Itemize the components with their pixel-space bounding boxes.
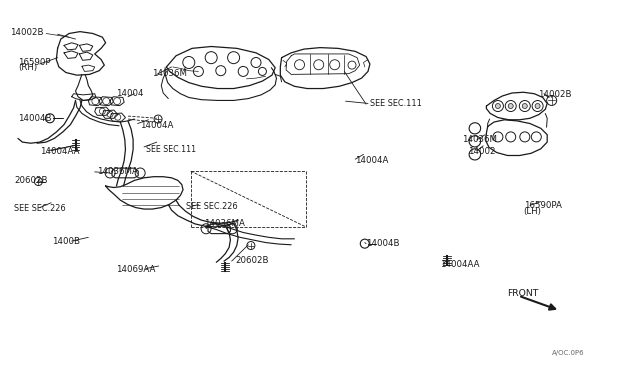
Text: 14036M: 14036M — [462, 135, 497, 144]
Text: 14002B: 14002B — [538, 90, 571, 99]
Text: 14069AA: 14069AA — [116, 265, 156, 274]
Text: 20602B: 20602B — [236, 256, 269, 265]
Text: 14004A: 14004A — [355, 156, 388, 165]
Text: 14004: 14004 — [116, 89, 144, 98]
Text: 14004AA: 14004AA — [40, 147, 79, 156]
Text: 14004B: 14004B — [366, 239, 399, 248]
Text: 14002B: 14002B — [10, 28, 44, 37]
Text: A/OC.0P6: A/OC.0P6 — [552, 350, 584, 356]
Text: (LH): (LH) — [524, 207, 541, 216]
Text: 14002: 14002 — [468, 147, 496, 156]
Text: (RH): (RH) — [18, 63, 37, 72]
Text: 16590PA: 16590PA — [524, 201, 561, 210]
Text: 14004AA: 14004AA — [440, 260, 480, 269]
Text: 1400B: 1400B — [52, 237, 81, 246]
Text: FRONT: FRONT — [507, 289, 538, 298]
Text: SEE SEC.111: SEE SEC.111 — [146, 145, 196, 154]
Text: 14036MA: 14036MA — [204, 219, 244, 228]
Text: 14036M: 14036M — [152, 69, 188, 78]
Text: 14004A: 14004A — [140, 121, 173, 130]
Text: SEE SEC.226: SEE SEC.226 — [14, 204, 66, 213]
Circle shape — [522, 103, 527, 109]
Text: 14036MA: 14036MA — [97, 167, 138, 176]
Circle shape — [508, 103, 513, 109]
Circle shape — [495, 103, 500, 109]
Text: SEE SEC.111: SEE SEC.111 — [370, 99, 422, 108]
Text: 20602B: 20602B — [14, 176, 47, 185]
Text: 16590P: 16590P — [18, 58, 51, 67]
Text: SEE SEC.226: SEE SEC.226 — [186, 202, 237, 211]
Text: 14004B: 14004B — [18, 114, 51, 123]
Circle shape — [535, 103, 540, 109]
